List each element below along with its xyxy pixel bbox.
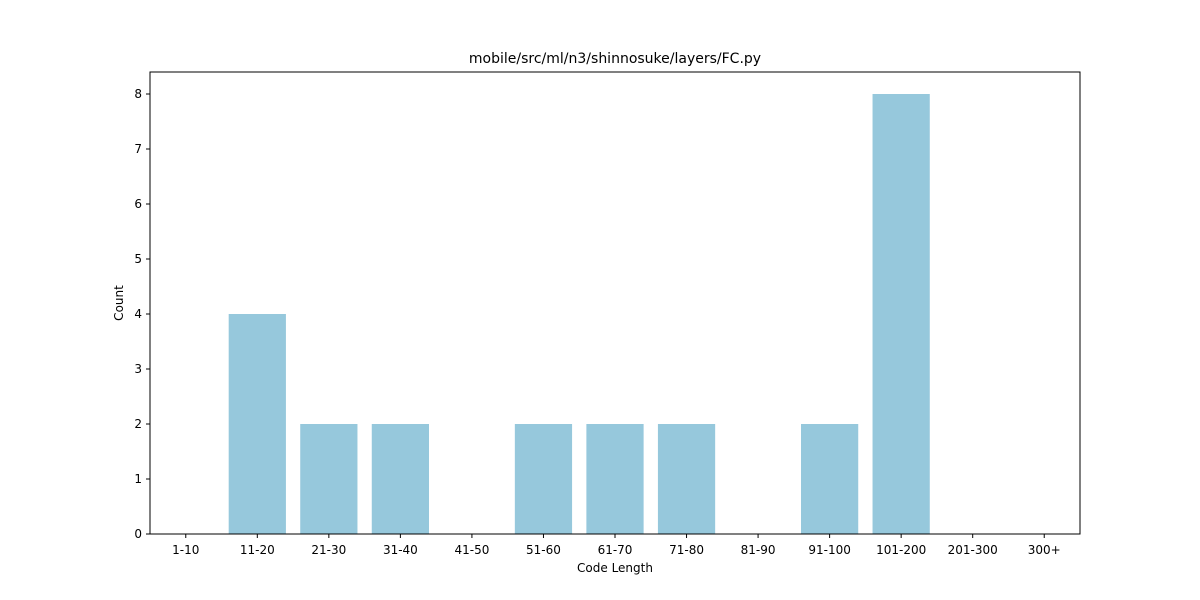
bar-61-70 (586, 424, 644, 534)
bar-51-60 (514, 424, 573, 534)
x-tick-label: 61-70 (598, 543, 633, 557)
x-tick-label: 81-90 (741, 543, 776, 557)
x-tick-label: 1-10 (172, 543, 199, 557)
bar-101-200 (872, 94, 930, 534)
x-tick-label: 300+ (1028, 543, 1061, 557)
x-tick-label: 71-80 (669, 543, 704, 557)
x-tick-label: 51-60 (526, 543, 561, 557)
x-tick-label: 11-20 (240, 543, 275, 557)
y-tick-label: 7 (134, 142, 142, 156)
x-tick-label: 91-100 (808, 543, 851, 557)
y-tick-label: 1 (134, 472, 142, 486)
bar-71-80 (657, 424, 716, 534)
plot-area-frame (149, 71, 1081, 535)
x-tick-label: 21-30 (311, 543, 346, 557)
bar-91-100 (801, 424, 859, 534)
y-tick-label: 5 (134, 252, 142, 266)
x-tick-label: 31-40 (383, 543, 418, 557)
x-axis-ticks: 1-10 11-20 21-30 31-40 41-50 51-60 61-70 71-80 8… (172, 534, 1061, 557)
y-tick-label: 6 (134, 197, 142, 211)
bar-31-40 (371, 424, 429, 534)
y-axis-ticks: 0 1 2 3 4 5 6 7 8 (134, 87, 150, 541)
y-tick-label: 8 (134, 87, 142, 101)
y-tick-label: 2 (134, 417, 142, 431)
chart-title: mobile/src/ml/n3/shinnosuke/layers/FC.py (469, 51, 761, 67)
x-tick-label: 41-50 (454, 543, 489, 557)
y-tick-label: 0 (134, 527, 142, 541)
y-axis-label: Count (112, 285, 126, 321)
x-axis-label: Code Length (577, 561, 653, 575)
x-tick-label: 201-300 (948, 543, 998, 557)
bar-11-20 (228, 314, 286, 534)
bar-21-30 (300, 424, 358, 534)
x-tick-label: 101-200 (876, 543, 926, 557)
bars-group (228, 94, 930, 534)
y-tick-label: 3 (134, 362, 142, 376)
y-tick-label: 4 (134, 307, 142, 321)
